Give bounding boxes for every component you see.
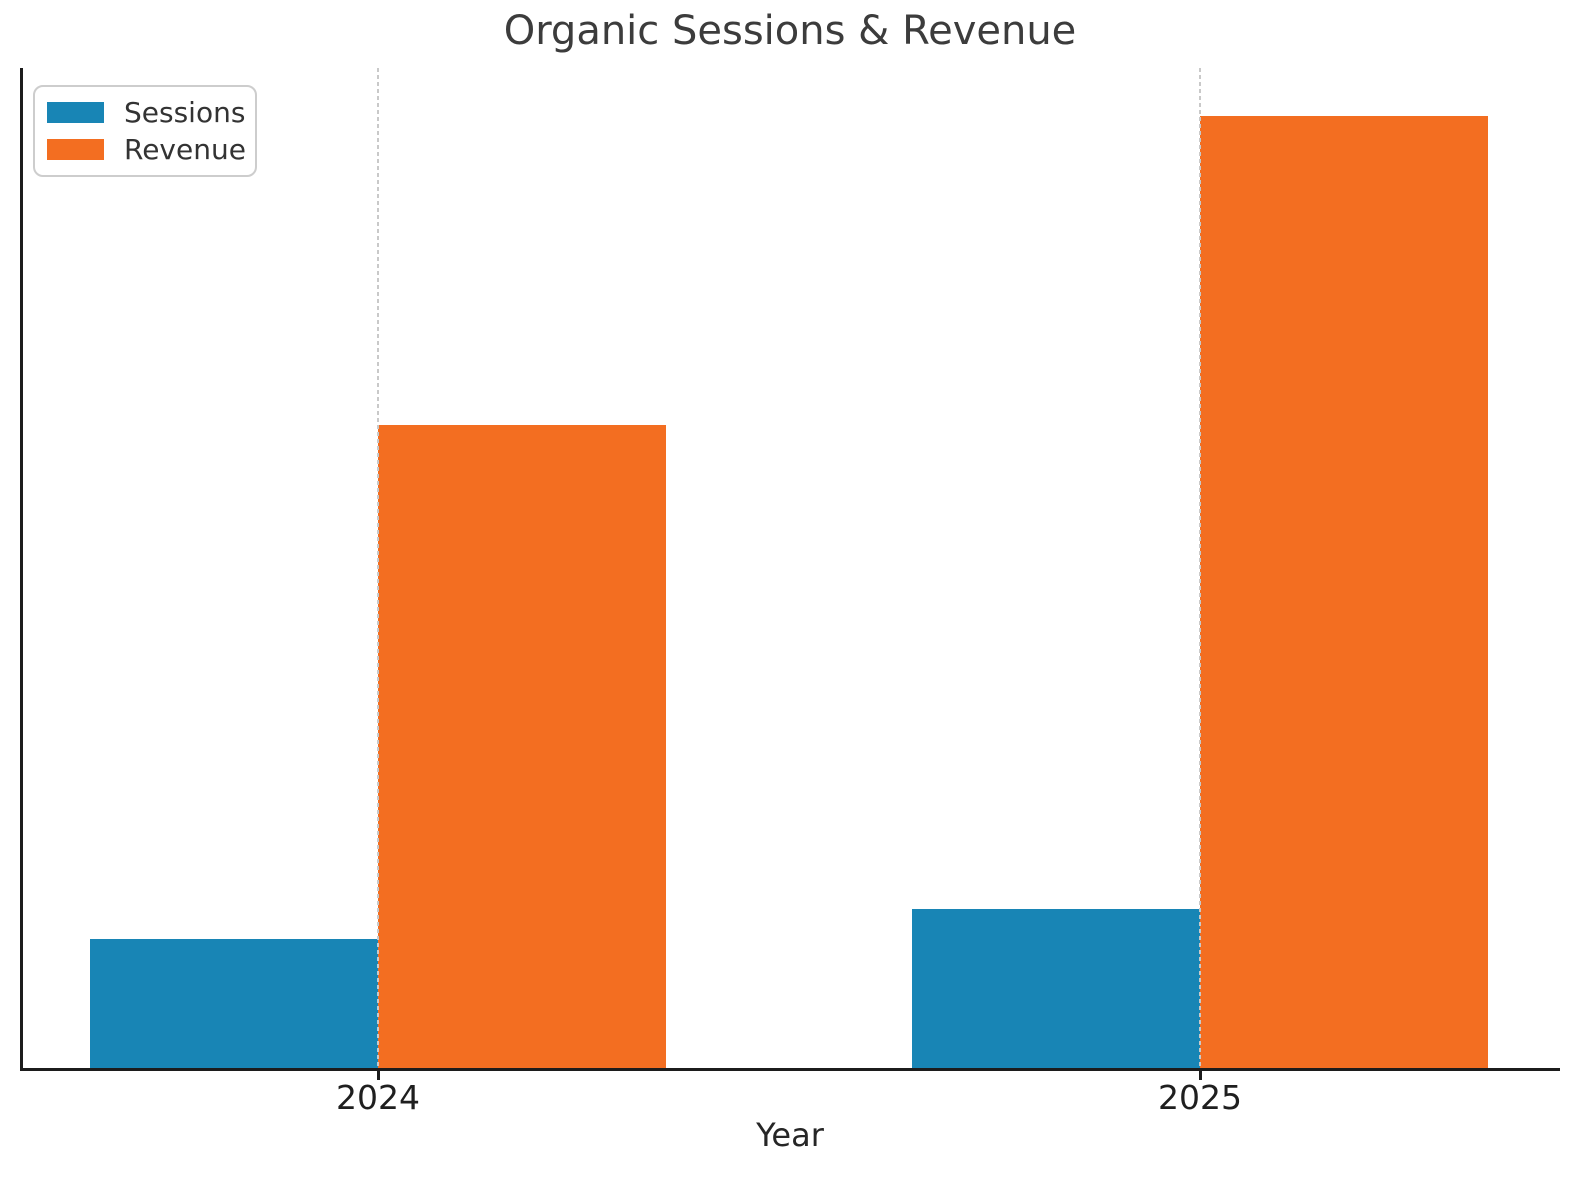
x-tick-label-2025: 2025 <box>1158 1078 1242 1117</box>
bar-revenue-2024 <box>378 425 666 1068</box>
x-tick-label-2024: 2024 <box>336 1078 420 1117</box>
gridline-2024 <box>377 68 379 1068</box>
legend-item-revenue: Revenue <box>47 133 246 167</box>
x-tick-2025 <box>1199 1071 1202 1080</box>
legend-swatch-sessions <box>47 101 104 123</box>
bar-sessions-2024 <box>90 939 378 1068</box>
legend: Sessions Revenue <box>33 85 257 177</box>
plot-area: 2024 2025 <box>20 68 1560 1117</box>
gridline-2025 <box>1199 68 1201 1068</box>
x-axis-label: Year <box>756 1116 824 1154</box>
legend-swatch-revenue <box>47 139 104 161</box>
legend-item-sessions: Sessions <box>47 95 246 129</box>
chart-title: Organic Sessions & Revenue <box>503 8 1077 54</box>
legend-label-revenue: Revenue <box>124 133 246 167</box>
bar-revenue-2025 <box>1200 115 1488 1068</box>
legend-label-sessions: Sessions <box>124 95 246 129</box>
bar-sessions-2025 <box>912 909 1200 1068</box>
x-tick-2024 <box>377 1071 380 1080</box>
